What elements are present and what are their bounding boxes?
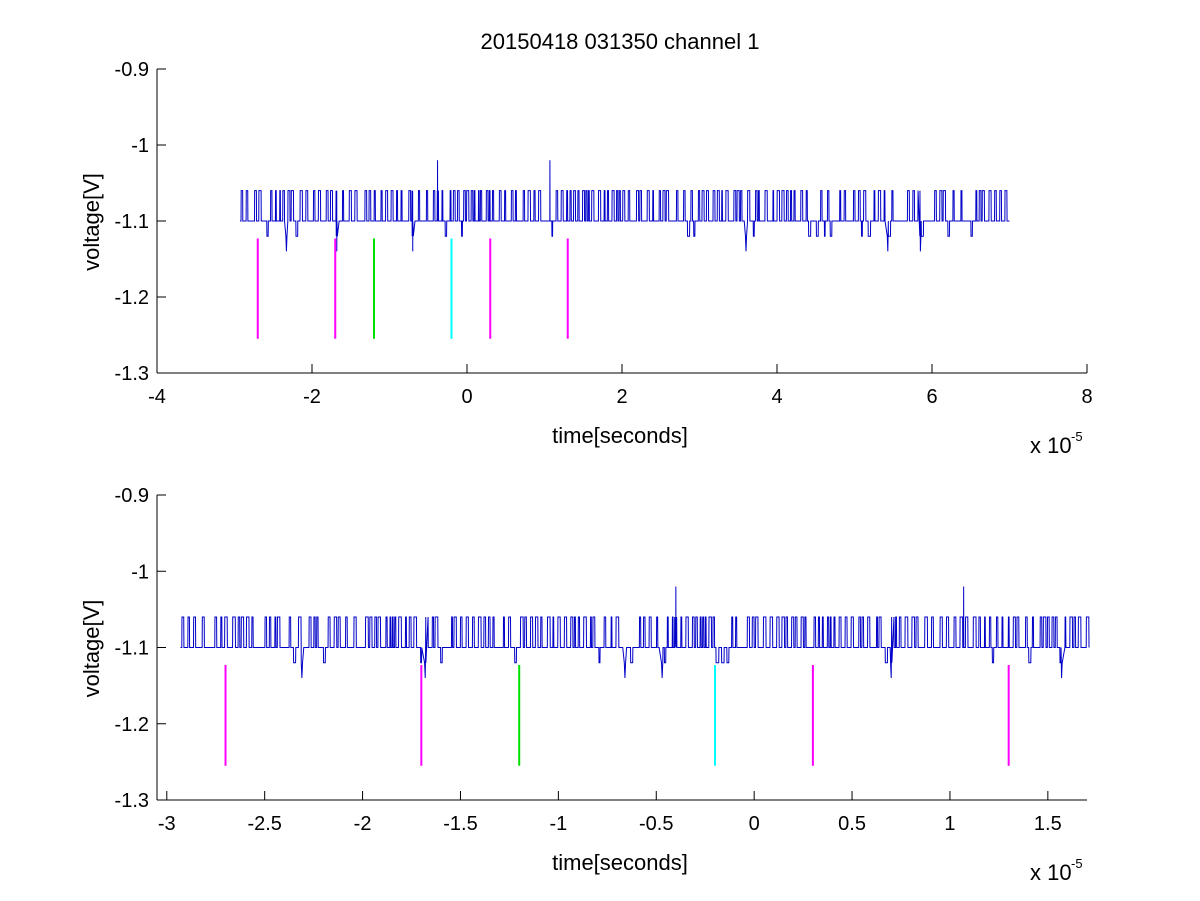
x-tick-label: 0 [749, 813, 760, 835]
x-tick-label: -3 [158, 813, 176, 835]
x-tick-label: 0 [461, 386, 472, 408]
figure-title: 20150418 031350 channel 1 [481, 29, 760, 54]
y-tick-label: -1.2 [115, 287, 149, 309]
top-plot: -1.3 -1.2 -1.1 -1 -0.9 -4 -2 0 2 4 6 8 time[seconds]… [79, 59, 1093, 458]
x-tick-label: 6 [926, 386, 937, 408]
x-tick-label: -1.5 [443, 813, 477, 835]
y-tick-label: -1 [131, 561, 149, 583]
x-tick-label: -4 [148, 386, 166, 408]
x-tick-label: 4 [771, 386, 782, 408]
x-tick-label: 8 [1081, 386, 1092, 408]
x-exponent-value: -5 [1071, 429, 1083, 444]
bottom-plot: -1.3 -1.2 -1.1 -1 -0.9 -3 -2.5 -2 -1.5 -1 -0.5 0 0.5… [79, 485, 1090, 885]
x-tick-label: -2 [303, 386, 321, 408]
x-tick-label: 2 [616, 386, 627, 408]
x-axis-label: time[seconds] [552, 850, 688, 875]
y-tick-label: -1.3 [115, 790, 149, 812]
y-tick-label: -0.9 [115, 59, 149, 81]
y-axis-label: voltage[V] [79, 173, 104, 271]
voltage-trace-line [180, 586, 1090, 679]
y-tick-label: -1.2 [115, 714, 149, 736]
y-tick-label: -1.3 [115, 363, 149, 385]
x-tick-label: -2 [354, 813, 372, 835]
x-exponent-label: x 10 [1030, 860, 1072, 885]
x-tick-label: -2.5 [247, 813, 281, 835]
x-tick-label: -1 [549, 813, 567, 835]
x-tick-label: -0.5 [639, 813, 673, 835]
x-axis-label: time[seconds] [552, 423, 688, 448]
y-tick-label: -1 [131, 135, 149, 157]
y-axis-label: voltage[V] [79, 600, 104, 698]
y-tick-label: -0.9 [115, 485, 149, 507]
y-tick-label: -1.1 [115, 211, 149, 233]
y-tick-label: -1.1 [115, 638, 149, 660]
x-exponent-label: x 10 [1030, 433, 1072, 458]
x-exponent-value: -5 [1071, 856, 1083, 871]
x-tick-label: 1 [944, 813, 955, 835]
voltage-trace-line [239, 160, 1010, 252]
x-tick-label: 1.5 [1034, 813, 1062, 835]
x-tick-label: 0.5 [838, 813, 866, 835]
